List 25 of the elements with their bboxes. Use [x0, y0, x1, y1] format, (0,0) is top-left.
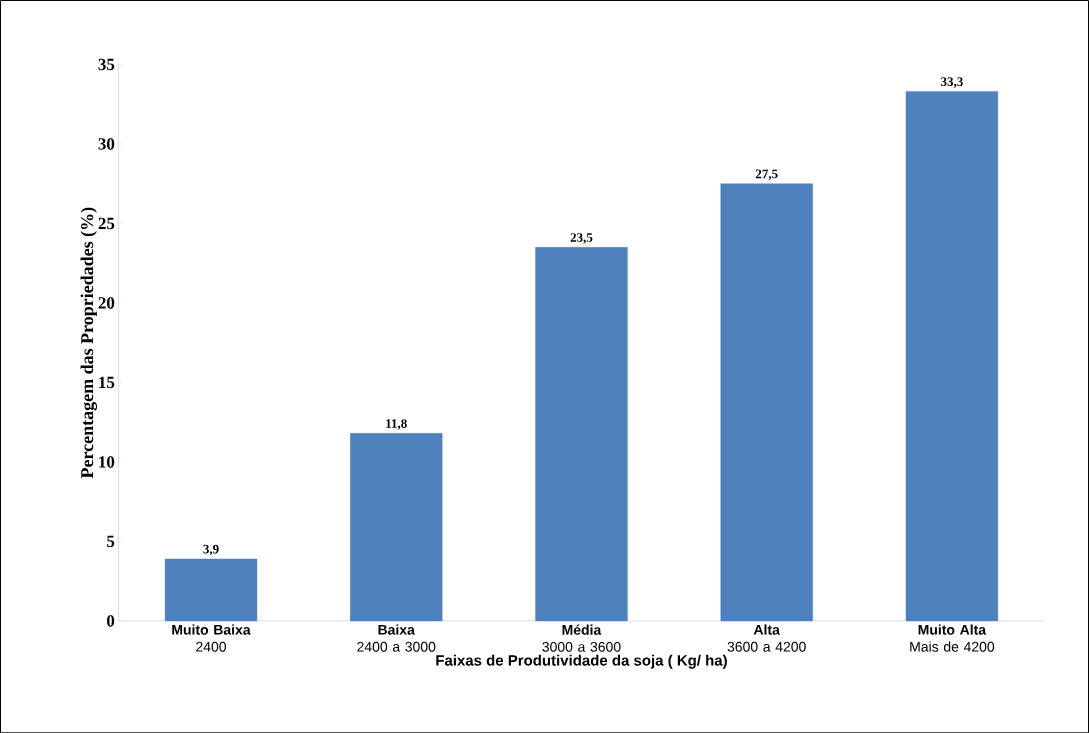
bar [535, 246, 628, 621]
data-label: 11,8 [386, 418, 407, 430]
x-tick-label: Média 3000 a 3600 [542, 624, 621, 652]
bar [720, 183, 813, 621]
y-tick-label: 5 [107, 535, 115, 547]
x-tick-label: Muito Baixa 2400 [172, 624, 251, 652]
y-tick-label: 10 [99, 456, 115, 468]
y-tick-label: 30 [98, 138, 115, 150]
y-tick-label: 25 [98, 217, 115, 229]
y-tick-label: 35 [98, 58, 115, 70]
y-tick-label: 15 [99, 376, 115, 388]
x-tick-label: Baixa 2400 a 3000 [357, 624, 436, 652]
x-tick-label: Muito Alta Mais de 4200 [910, 624, 995, 652]
y-tick-label: 20 [98, 297, 115, 309]
y-axis-title: Percentagem das Propriedades (%) [80, 207, 98, 478]
data-label: 33,3 [941, 77, 963, 88]
data-label: 3,9 [203, 544, 219, 556]
bar [350, 432, 443, 621]
y-tick-label: 0 [107, 615, 115, 627]
x-tick-label: Alta 3600 a 4200 [727, 624, 806, 652]
bar [905, 91, 999, 621]
x-axis-title: Faixas de Produtividade da soja ( Kg/ ha) [436, 654, 727, 669]
data-label: 23,5 [570, 232, 593, 244]
bar [164, 558, 258, 621]
data-label: 27,5 [755, 169, 778, 180]
